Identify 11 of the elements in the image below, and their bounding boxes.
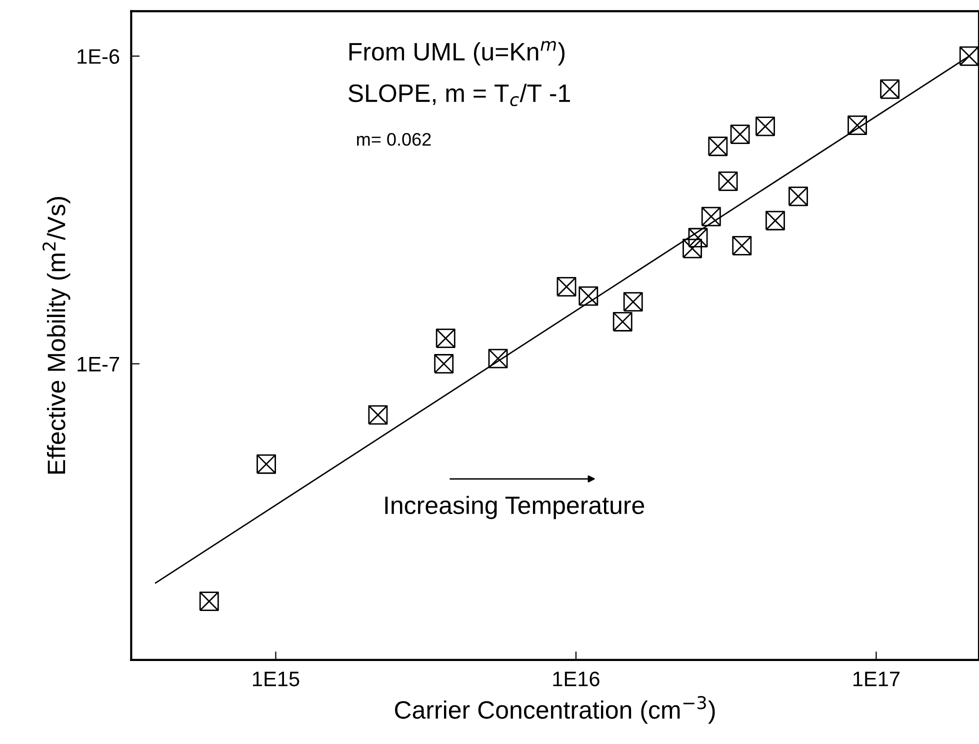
- y-tick-label: 1E-7: [78, 356, 120, 372]
- annotation: m= 0.062: [357, 132, 431, 146]
- x-tick-label: 1E15: [253, 672, 300, 686]
- annotation: SLOPE, m = T$_{c}$/T -1: [348, 84, 570, 106]
- x-tick-label: 1E16: [553, 672, 600, 686]
- annotation: Increasing Temperature: [385, 496, 644, 520]
- y-axis-title: Effective Mobility (m$^{2}$/Vs): [42, 197, 70, 474]
- x-tick-label: 1E17: [853, 672, 900, 686]
- y-tick-label: 1E-6: [78, 49, 120, 64]
- annotation: From UML (u=Kn$^{m}$): [349, 40, 565, 66]
- x-axis-title: Carrier Concentration (cm$^{−3}$): [394, 696, 715, 724]
